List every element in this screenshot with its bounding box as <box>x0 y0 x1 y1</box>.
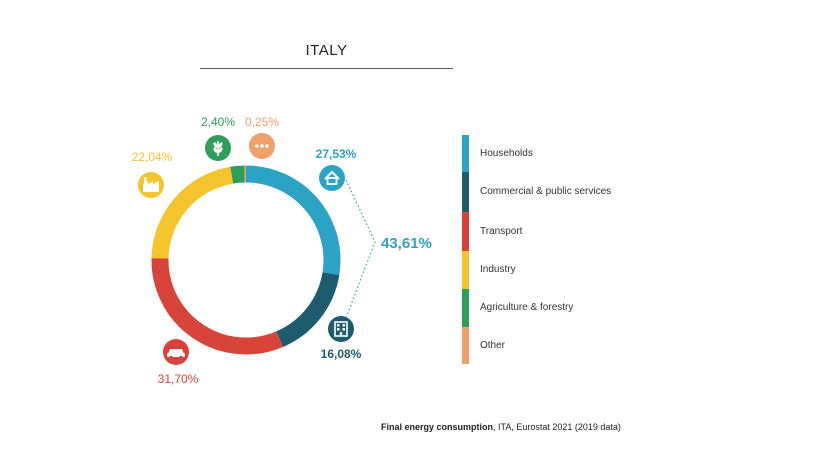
donut-segment-households <box>245 165 341 275</box>
office-building-badge <box>328 316 354 342</box>
donut-segment-commercial-public-services <box>276 271 340 347</box>
group-bracket <box>345 179 376 319</box>
legend-swatch <box>462 135 469 172</box>
group-total-label: 43,61% <box>381 235 432 252</box>
chart-title: ITALY <box>305 42 348 59</box>
legend-swatch <box>462 251 469 289</box>
legend-swatch <box>462 212 469 251</box>
legend-swatch <box>462 327 469 364</box>
legend-label: Other <box>480 339 506 351</box>
legend-label: Industry <box>480 264 516 275</box>
source-detail: , ITA, Eurostat 2021 (2019 data) <box>493 422 621 432</box>
legend-label: Households <box>480 147 533 159</box>
donut-segment-agriculture-forestry <box>230 165 245 184</box>
source-title: Final energy consumption <box>381 422 494 432</box>
donut-segment-transport <box>151 258 283 355</box>
legend-label: Transport <box>480 225 523 237</box>
legend-swatch <box>462 172 469 212</box>
legend-label: Commercial & public services <box>480 186 612 197</box>
donut-segment-industry <box>151 166 234 259</box>
data-label-industry: 22,04% <box>132 150 173 164</box>
title-underline <box>200 68 453 69</box>
data-label-other: 0,25% <box>245 115 279 129</box>
source-note: Final energy consumption, ITA, Eurostat … <box>381 422 621 432</box>
data-label-transport: 31,70% <box>158 372 199 386</box>
data-label-households: 27,53% <box>316 147 357 161</box>
data-label-agriculture-forestry: 2,40% <box>201 115 235 129</box>
legend-swatch <box>462 289 469 327</box>
legend-label: Agriculture & forestry <box>480 302 574 313</box>
more-dots-icon <box>255 144 269 148</box>
data-label-commercial-public-services: 16,08% <box>321 347 362 361</box>
